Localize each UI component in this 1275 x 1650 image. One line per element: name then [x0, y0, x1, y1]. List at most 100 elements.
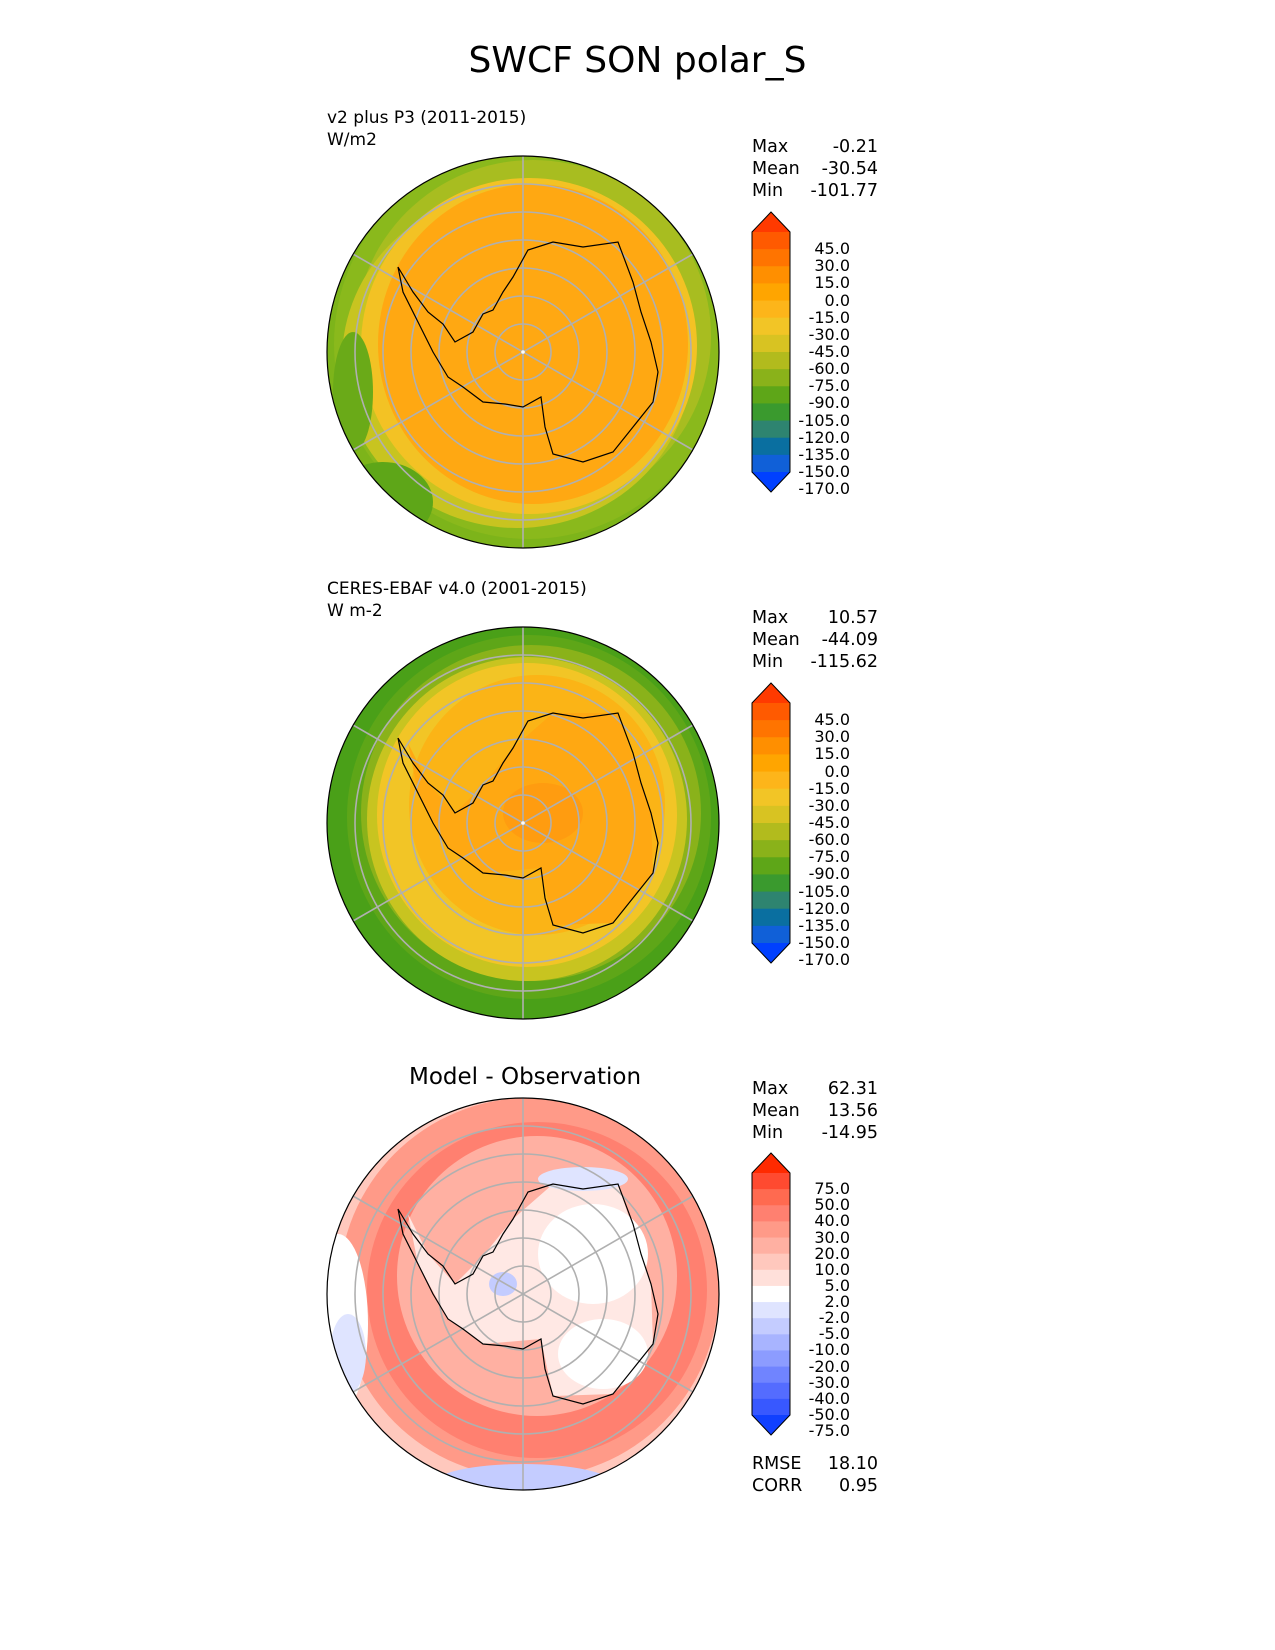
- colorbar-tick-label: 0.0: [824, 761, 850, 781]
- colorbar-tick-label: 30.0: [814, 256, 850, 276]
- map-obs: [326, 626, 720, 1020]
- colorbar-tick-label: -120.0: [798, 427, 850, 447]
- colorbar-obs: [751, 682, 791, 964]
- colorbar-extension-top: [752, 683, 790, 703]
- stat-max: 10.57: [827, 608, 878, 628]
- colorbar-swatch: [752, 823, 790, 841]
- colorbar-tick-label: 40.0: [814, 1211, 850, 1231]
- colorbar-swatch: [752, 300, 790, 319]
- colorbar-tick-label: -40.0: [808, 1388, 850, 1408]
- stat-mean: -44.09: [821, 630, 878, 650]
- stat-label: Mean: [752, 159, 800, 179]
- panel-obs-stats: Max 10.57 Mean -44.09 Min -115.62: [752, 607, 878, 673]
- colorbar-swatch: [752, 454, 790, 473]
- panel-diff-metrics: RMSE 18.10 CORR 0.95: [752, 1453, 878, 1497]
- colorbar-tick-label: 10.0: [814, 1259, 850, 1279]
- stat-mean: -30.54: [821, 159, 878, 179]
- colorbar-extension-top: [752, 212, 790, 232]
- colorbar-swatch: [752, 925, 790, 944]
- panel-obs-name: CERES-EBAF v4.0 (2001-2015): [327, 579, 587, 599]
- metric-corr: 0.95: [839, 1476, 878, 1496]
- colorbar-tick-label: 75.0: [814, 1179, 850, 1199]
- stat-label: Min: [752, 181, 784, 201]
- panel-model-name: v2 plus P3 (2011-2015): [327, 108, 527, 128]
- colorbar-swatch: [752, 840, 790, 858]
- stat-max: -0.21: [832, 137, 878, 157]
- colorbar-swatch: [752, 1285, 790, 1303]
- colorbar-tick-label: 30.0: [814, 1227, 850, 1247]
- colorbar-tick-label: -150.0: [798, 462, 850, 481]
- colorbar-model: [751, 211, 791, 493]
- metric-rmse: 18.10: [827, 1454, 878, 1474]
- colorbar-tick-label: 50.0: [814, 1195, 850, 1215]
- colorbar-tick-label: -50.0: [808, 1405, 850, 1424]
- figure-title: SWCF SON polar_S: [468, 40, 807, 81]
- panel-diff-stats: Max 62.31 Mean 13.56 Min -14.95: [752, 1078, 878, 1144]
- stat-label: Mean: [752, 1101, 800, 1121]
- colorbar-swatch: [752, 249, 790, 267]
- colorbar-swatch: [752, 737, 790, 756]
- colorbar-tick-label: -30.0: [808, 795, 850, 815]
- colorbar-swatch: [752, 1302, 790, 1319]
- colorbar-swatch: [752, 908, 790, 927]
- colorbar-tick-label: -120.0: [798, 898, 850, 918]
- colorbar-tick-label: -135.0: [798, 915, 850, 935]
- map-diff: [326, 1097, 720, 1491]
- colorbar-swatch: [752, 1334, 790, 1352]
- stat-label: Max: [752, 137, 789, 157]
- panel-model-units: W/m2: [327, 130, 377, 150]
- colorbar-tick-label: -60.0: [808, 359, 850, 379]
- colorbar-tick-label: -75.0: [808, 376, 850, 396]
- colorbar-swatch: [752, 266, 790, 285]
- colorbar-swatch: [752, 232, 790, 250]
- panel-model-stats: Max -0.21 Mean -30.54 Min -101.77: [752, 136, 878, 202]
- colorbar-tick-label: -45.0: [808, 813, 850, 832]
- colorbar-tick-label: -15.0: [808, 778, 850, 798]
- colorbar-swatch: [752, 352, 790, 370]
- colorbar-tick-label: -20.0: [808, 1356, 850, 1376]
- colorbar-swatch: [752, 703, 790, 721]
- colorbar-tick-label: -75.0: [808, 847, 850, 867]
- colorbar-tick-label: -105.0: [798, 881, 850, 901]
- colorbar-swatch: [752, 1382, 790, 1400]
- colorbar-tick-label: -90.0: [808, 393, 850, 413]
- colorbar-swatch: [752, 1269, 790, 1287]
- metric-label: RMSE: [752, 1454, 802, 1474]
- stat-label: Min: [752, 652, 784, 672]
- colorbar-swatch: [752, 1350, 790, 1368]
- colorbar-swatch: [752, 334, 790, 353]
- colorbar-tick-label: 15.0: [814, 273, 850, 293]
- stat-min: -101.77: [810, 181, 878, 201]
- colorbar-swatch: [752, 891, 790, 910]
- colorbar-tick-label: -10.0: [808, 1340, 850, 1360]
- colorbar-extension-top: [752, 1153, 790, 1173]
- stat-label: Max: [752, 608, 789, 628]
- colorbar-swatch: [752, 1237, 790, 1255]
- colorbar-extension-bottom: [752, 472, 790, 492]
- colorbar-swatch: [752, 754, 790, 773]
- colorbar-tick-label: 15.0: [814, 744, 850, 764]
- colorbar-swatch: [752, 420, 790, 439]
- colorbar-swatch: [752, 403, 790, 422]
- colorbar-tick-label: -170.0: [798, 950, 850, 970]
- colorbar-swatch: [752, 437, 790, 456]
- colorbar-swatch: [752, 874, 790, 893]
- panel-obs-units: W m-2: [327, 601, 383, 621]
- colorbar-extension-bottom: [752, 943, 790, 963]
- colorbar-swatch: [752, 369, 790, 387]
- colorbar-swatch: [752, 1318, 790, 1335]
- colorbar-swatch: [752, 1221, 790, 1239]
- colorbar-swatch: [752, 317, 790, 336]
- colorbar-swatch: [752, 1398, 790, 1416]
- colorbar-swatch: [752, 283, 790, 302]
- colorbar-tick-label: 45.0: [814, 710, 850, 730]
- colorbar-swatch: [752, 720, 790, 738]
- colorbar-swatch: [752, 788, 790, 807]
- colorbar-swatch: [752, 857, 790, 876]
- panel-model-label: v2 plus P3 (2011-2015) W/m2: [327, 107, 526, 151]
- colorbar-tick-label: -75.0: [808, 1421, 850, 1441]
- stat-min: -115.62: [810, 652, 878, 672]
- colorbar-tick-label: -60.0: [808, 830, 850, 850]
- stat-min: -14.95: [821, 1123, 878, 1143]
- stat-max: 62.31: [827, 1079, 878, 1099]
